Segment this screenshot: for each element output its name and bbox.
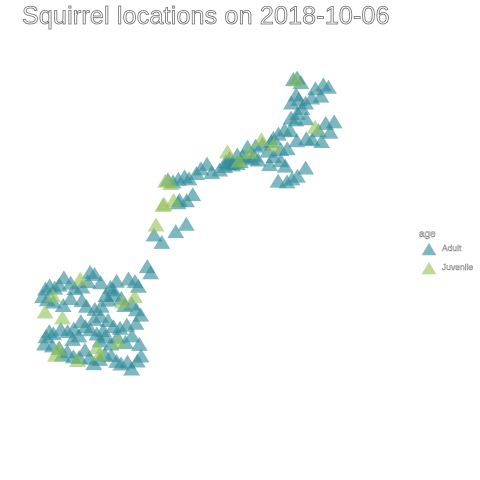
point-adult-159 — [64, 331, 82, 346]
point-adult-23 — [321, 124, 339, 139]
points-layer — [34, 70, 343, 376]
point-adult-54 — [269, 173, 287, 188]
point-juvenile-12 — [147, 217, 165, 232]
point-adult-120 — [85, 311, 103, 326]
point-adult-102 — [62, 291, 80, 306]
point-adult-127 — [37, 329, 55, 344]
point-juvenile-14 — [126, 289, 144, 304]
point-adult-73 — [177, 216, 195, 231]
point-adult-68 — [276, 158, 294, 173]
point-adult-157 — [76, 319, 94, 334]
series-adult — [34, 70, 343, 376]
point-juvenile-23 — [69, 353, 86, 368]
legend: age Adult Juvenile — [419, 229, 479, 278]
point-juvenile-8 — [157, 173, 174, 188]
legend-label-adult: Adult — [442, 243, 462, 253]
point-juvenile-15 — [114, 294, 132, 309]
point-adult-18 — [281, 123, 299, 138]
point-adult-64 — [249, 152, 267, 167]
point-adult-71 — [184, 187, 202, 202]
point-juvenile-1 — [306, 119, 324, 134]
point-adult-31 — [278, 141, 296, 156]
point-adult-86 — [92, 275, 110, 290]
legend-label-juvenile: Juvenile — [442, 262, 474, 272]
point-juvenile-11 — [155, 196, 173, 211]
point-juvenile-19 — [44, 288, 62, 303]
point-adult-21 — [303, 132, 321, 147]
point-adult-88 — [81, 264, 99, 279]
point-adult-81 — [120, 271, 137, 286]
point-adult-144 — [123, 361, 140, 376]
point-adult-50 — [297, 160, 315, 175]
legend-items: Adult Juvenile — [419, 240, 479, 278]
point-juvenile-13 — [71, 271, 89, 286]
point-juvenile-0 — [287, 72, 305, 87]
point-juvenile-18 — [54, 310, 71, 325]
point-juvenile-22 — [91, 346, 108, 361]
point-adult-78 — [138, 259, 156, 274]
point-juvenile-4 — [241, 144, 258, 159]
point-juvenile-24 — [47, 347, 64, 362]
point-adult-5 — [320, 79, 337, 94]
point-adult-41 — [203, 165, 221, 180]
point-juvenile-16 — [109, 334, 127, 349]
legend-item-adult: Adult — [419, 240, 479, 259]
chart-title: Squirrel locations on 2018-10-06 — [22, 2, 390, 31]
legend-title: age — [419, 229, 436, 240]
series-juvenile — [36, 72, 324, 368]
point-juvenile-6 — [219, 144, 236, 159]
point-adult-146 — [132, 348, 150, 363]
point-adult-75 — [153, 234, 171, 249]
point-adult-74 — [167, 224, 185, 239]
point-juvenile-5 — [230, 153, 248, 168]
point-juvenile-3 — [253, 132, 270, 147]
point-adult-147 — [130, 336, 148, 351]
point-juvenile-9 — [165, 192, 183, 207]
point-adult-16 — [297, 111, 315, 126]
point-adult-25 — [317, 115, 335, 130]
point-adult-118 — [99, 313, 117, 328]
point-adult-22 — [313, 133, 331, 148]
legend-swatch-juvenile — [421, 262, 437, 275]
point-adult-76 — [145, 227, 163, 242]
point-adult-44 — [188, 165, 205, 180]
point-juvenile-20 — [36, 304, 54, 319]
legend-item-juvenile: Juvenile — [419, 259, 479, 278]
legend-swatch-adult — [421, 243, 437, 256]
point-juvenile-2 — [265, 137, 283, 152]
point-adult-65 — [261, 157, 278, 172]
